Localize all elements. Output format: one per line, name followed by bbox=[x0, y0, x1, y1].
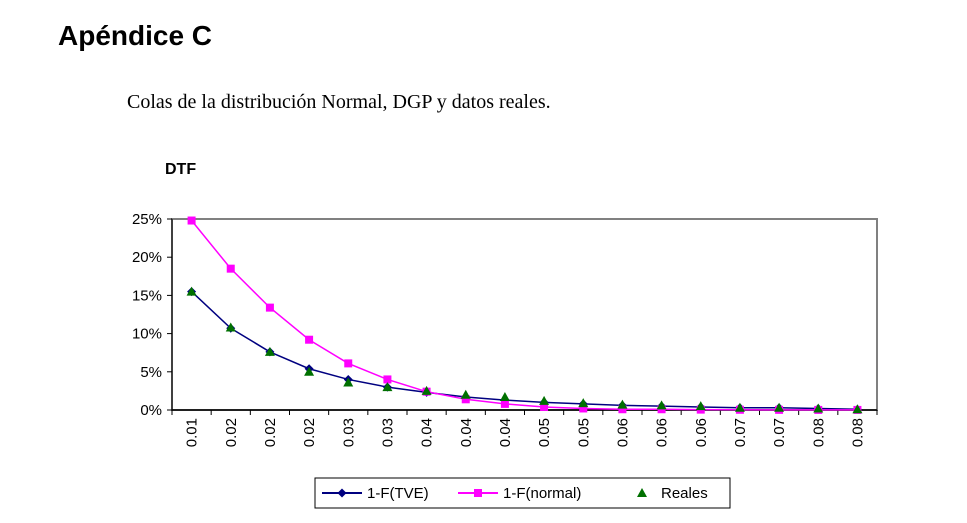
data-point-1-f-normal bbox=[187, 216, 196, 225]
legend-box bbox=[314, 477, 731, 509]
data-point-reales bbox=[499, 392, 510, 402]
x-tick-label: 0.03 bbox=[379, 418, 396, 447]
data-point-1-f-normal bbox=[344, 359, 353, 368]
data-point-1-f-normal bbox=[540, 402, 549, 411]
x-tick-label: 0.02 bbox=[262, 418, 279, 447]
y-tick-label: 0% bbox=[140, 402, 162, 419]
x-tick-label: 0.07 bbox=[732, 418, 749, 447]
chart-title: DTF bbox=[165, 161, 196, 178]
data-point-1-f-normal bbox=[383, 375, 392, 384]
legend-marker-reales bbox=[637, 488, 647, 497]
y-tick-label: 15% bbox=[132, 287, 162, 304]
data-point-reales bbox=[578, 398, 589, 408]
x-tick-label: 0.05 bbox=[575, 418, 592, 447]
data-point-reales bbox=[382, 382, 393, 392]
series-layer bbox=[186, 216, 863, 414]
data-point-reales bbox=[734, 402, 745, 412]
data-point-reales bbox=[460, 389, 471, 399]
x-tick-label: 0.01 bbox=[184, 418, 201, 447]
data-point-1-f-normal bbox=[305, 335, 314, 344]
plot-area bbox=[171, 218, 878, 411]
y-tick-label: 5% bbox=[140, 364, 162, 381]
data-point-1-f-normal bbox=[500, 399, 509, 408]
x-tick-label: 0.04 bbox=[419, 418, 436, 447]
y-tick-label: 25% bbox=[132, 211, 162, 228]
data-point-reales bbox=[852, 404, 863, 414]
x-tick-label: 0.06 bbox=[693, 418, 710, 447]
data-point-reales bbox=[264, 346, 275, 356]
legend-label-1-f-normal: 1-F(normal) bbox=[503, 485, 581, 502]
x-tick-label: 0.08 bbox=[810, 418, 827, 447]
data-point-1-f-normal bbox=[265, 303, 274, 312]
legend-marker-1-f-tve bbox=[337, 488, 347, 498]
x-tick-label: 0.04 bbox=[497, 418, 514, 447]
data-point-1-f-normal bbox=[461, 395, 470, 404]
y-tick-label: 10% bbox=[132, 326, 162, 343]
legend: 1-F(TVE) 1-F(normal) Reales bbox=[314, 477, 731, 509]
data-point-reales bbox=[304, 366, 315, 376]
x-tick-label: 0.04 bbox=[458, 418, 475, 447]
data-point-1-f-normal bbox=[226, 264, 235, 273]
axes bbox=[167, 218, 878, 415]
data-point-reales bbox=[225, 322, 236, 332]
data-point-reales bbox=[695, 401, 706, 411]
data-point-reales bbox=[617, 399, 628, 409]
legend-marker-1-f-normal bbox=[474, 489, 482, 497]
data-point-reales bbox=[813, 403, 824, 413]
appendix-heading: Apéndice C bbox=[58, 20, 213, 51]
x-tick-label: 0.07 bbox=[771, 418, 788, 447]
data-point-reales bbox=[656, 400, 667, 410]
x-tick-label: 0.02 bbox=[223, 418, 240, 447]
y-tick-label: 20% bbox=[132, 249, 162, 266]
data-point-reales bbox=[343, 377, 354, 387]
x-tick-label: 0.02 bbox=[301, 418, 318, 447]
data-point-1-f-normal bbox=[579, 404, 588, 413]
x-axis-ticks: 0.01 0.02 0.02 0.02 0.03 0.03 0.04 0.04 0.04 0.05… bbox=[184, 418, 867, 447]
x-tick-label: 0.06 bbox=[614, 418, 631, 447]
data-point-1-f-normal bbox=[618, 405, 627, 414]
data-point-reales bbox=[539, 395, 550, 405]
x-tick-label: 0.06 bbox=[654, 418, 671, 447]
legend-label-1-f-tve: 1-F(TVE) bbox=[367, 485, 429, 502]
legend-label-reales: Reales bbox=[661, 485, 708, 502]
x-tick-label: 0.03 bbox=[340, 418, 357, 447]
y-axis-ticks: 0% 5% 10% 15% 20% 25% bbox=[132, 211, 162, 419]
series-reales bbox=[186, 286, 863, 414]
x-tick-label: 0.08 bbox=[849, 418, 866, 447]
data-point-reales bbox=[186, 286, 197, 296]
data-point-reales bbox=[774, 402, 785, 412]
data-point-reales bbox=[421, 385, 432, 395]
series-line-1-f-tve bbox=[191, 291, 858, 410]
x-tick-label: 0.05 bbox=[536, 418, 553, 447]
figure-caption: Colas de la distribución Normal, DGP y d… bbox=[127, 91, 551, 113]
series-line-1-f-normal bbox=[191, 220, 858, 411]
